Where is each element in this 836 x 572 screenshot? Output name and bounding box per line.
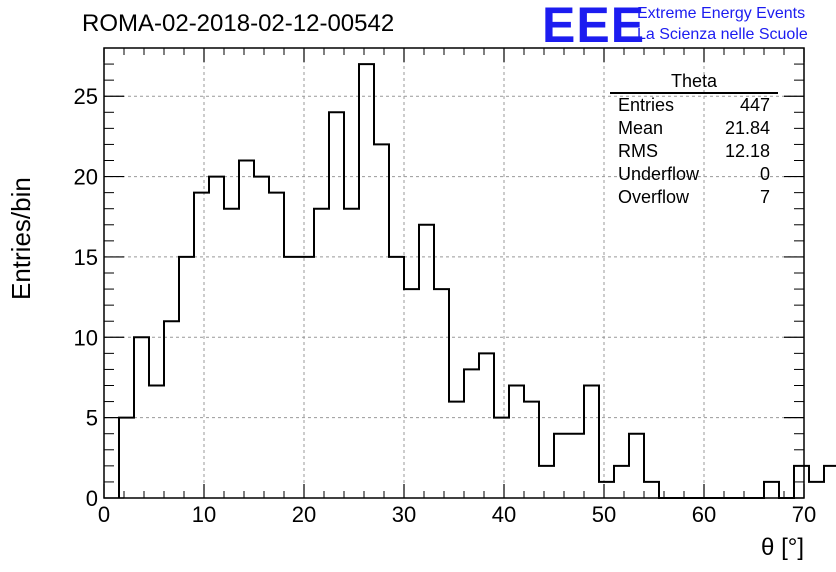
stats-value: 21.84	[724, 118, 770, 138]
histogram-bin	[599, 482, 614, 498]
histogram-bin	[764, 482, 779, 498]
histogram-bin	[524, 402, 539, 498]
x-tick-label: 70	[792, 502, 816, 527]
stats-label: Overflow	[618, 187, 690, 207]
logo-caption: Extreme Energy Events La Scienza nelle S…	[637, 3, 808, 45]
grid	[104, 48, 804, 498]
histogram-bin	[329, 112, 344, 498]
y-tick-label: 20	[74, 165, 98, 190]
histogram-bin	[824, 466, 836, 498]
histogram-bin	[404, 289, 419, 498]
histogram-bin	[344, 209, 359, 498]
x-axis-label: θ [°]	[761, 534, 804, 561]
histogram-bin	[389, 257, 404, 498]
histogram-bin	[794, 466, 809, 498]
stats-label: Mean	[618, 118, 664, 138]
logo-line-2: La Scienza nelle Scuole	[637, 26, 808, 43]
histogram-bin	[809, 482, 824, 498]
stats-row-underflow: Underflow 0	[610, 163, 778, 186]
histogram-bin	[224, 209, 239, 498]
histogram-bin	[644, 482, 659, 498]
stats-value: 447	[739, 95, 770, 115]
histogram-bin	[554, 434, 569, 498]
histogram-bin	[134, 337, 149, 498]
stats-label: Underflow	[618, 164, 700, 184]
eee-logo: EEE	[542, 0, 646, 53]
stats-box: Theta Entries 447 Mean 21.84 RMS 12.18 U…	[610, 70, 778, 209]
histogram-bin	[614, 466, 629, 498]
x-tick-label: 30	[392, 502, 416, 527]
histogram-bin	[434, 289, 449, 498]
histogram-bin	[314, 209, 329, 498]
y-tick-label: 0	[86, 486, 98, 511]
stats-label: RMS	[618, 141, 658, 161]
stats-value: 12.18	[724, 141, 770, 161]
x-tick-label: 0	[98, 502, 110, 527]
x-tick-label: 50	[592, 502, 616, 527]
stats-label: Entries	[618, 95, 675, 115]
histogram-bin	[374, 144, 389, 498]
histogram-bin	[269, 193, 284, 498]
stats-row-overflow: Overflow 7	[610, 186, 778, 209]
x-tick-label: 40	[492, 502, 516, 527]
histogram-bin	[284, 257, 299, 498]
x-tick-label: 20	[292, 502, 316, 527]
stats-title: Theta	[610, 70, 778, 94]
histogram-bin	[569, 434, 584, 498]
stats-row-mean: Mean 21.84	[610, 117, 778, 140]
plot-frame	[103, 47, 805, 499]
histogram-bin	[629, 434, 644, 498]
histogram-bin	[149, 386, 164, 499]
histogram-bin	[254, 177, 269, 498]
histogram-bin	[359, 64, 374, 498]
stats-row-rms: RMS 12.18	[610, 140, 778, 163]
x-tick-label: 60	[692, 502, 716, 527]
histogram-bin	[509, 386, 524, 499]
stats-value: 7	[759, 187, 770, 207]
y-tick-label: 5	[86, 406, 98, 431]
histogram-bin	[539, 466, 554, 498]
histogram-bin	[464, 369, 479, 498]
x-tick-label: 10	[192, 502, 216, 527]
histogram-bin	[449, 402, 464, 498]
histogram-bin	[194, 193, 209, 498]
histogram-bin	[494, 418, 509, 498]
chart-title: ROMA-02-2018-02-12-00542	[82, 10, 395, 37]
stats-value: 0	[759, 164, 770, 184]
histogram-bin	[239, 161, 254, 499]
y-tick-label: 10	[74, 325, 98, 350]
histogram-bin	[419, 225, 434, 498]
histogram-bin	[479, 353, 494, 498]
y-tick-label: 15	[74, 245, 98, 270]
histogram-bin	[209, 177, 224, 498]
histogram-bin	[299, 257, 314, 498]
y-tick-label: 25	[74, 84, 98, 109]
logo-line-1: Extreme Energy Events	[637, 5, 806, 22]
histogram-bin	[584, 386, 599, 499]
histogram-bin	[179, 257, 194, 498]
stats-row-entries: Entries 447	[610, 94, 778, 117]
histogram-bin	[164, 321, 179, 498]
histogram-bin	[119, 418, 134, 498]
